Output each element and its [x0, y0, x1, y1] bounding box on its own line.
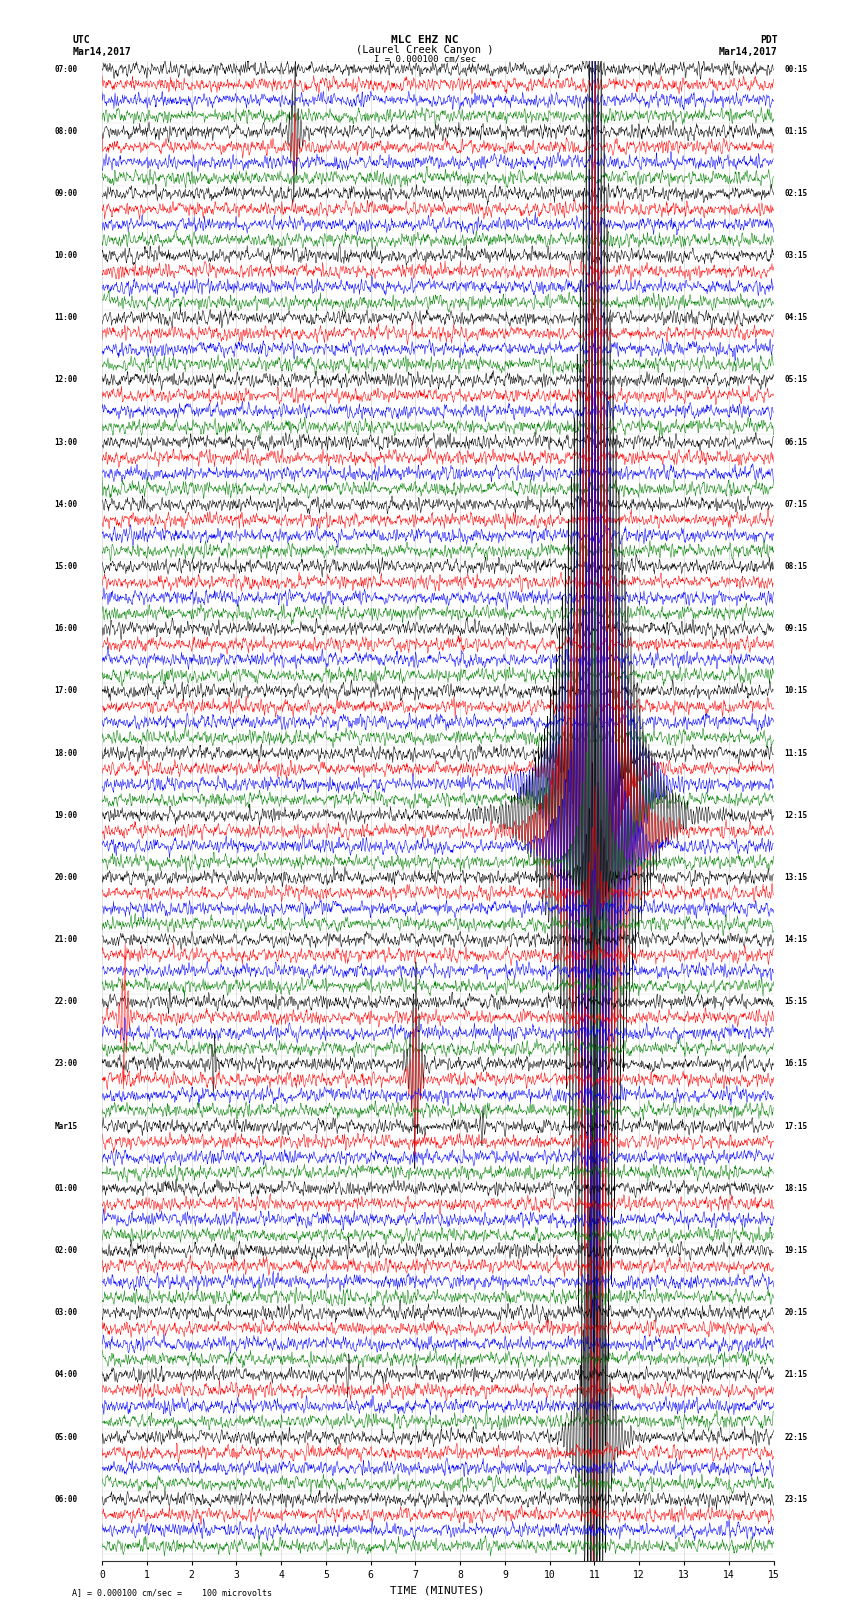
Text: 04:00: 04:00 [54, 1371, 77, 1379]
Text: 09:15: 09:15 [785, 624, 808, 634]
Text: 03:00: 03:00 [54, 1308, 77, 1318]
X-axis label: TIME (MINUTES): TIME (MINUTES) [390, 1586, 485, 1595]
Text: 06:00: 06:00 [54, 1495, 77, 1503]
Text: (Laurel Creek Canyon ): (Laurel Creek Canyon ) [356, 45, 494, 55]
Text: 17:00: 17:00 [54, 687, 77, 695]
Text: 10:00: 10:00 [54, 252, 77, 260]
Text: 07:15: 07:15 [785, 500, 808, 508]
Text: Mar15: Mar15 [54, 1121, 77, 1131]
Text: 12:00: 12:00 [54, 376, 77, 384]
Text: 14:15: 14:15 [785, 936, 808, 944]
Text: 20:15: 20:15 [785, 1308, 808, 1318]
Text: 06:15: 06:15 [785, 437, 808, 447]
Text: 18:00: 18:00 [54, 748, 77, 758]
Text: 09:00: 09:00 [54, 189, 77, 198]
Text: 21:15: 21:15 [785, 1371, 808, 1379]
Text: 20:00: 20:00 [54, 873, 77, 882]
Text: Mar14,2017: Mar14,2017 [719, 47, 778, 56]
Text: 23:15: 23:15 [785, 1495, 808, 1503]
Text: 08:00: 08:00 [54, 127, 77, 135]
Text: 02:15: 02:15 [785, 189, 808, 198]
Text: 19:00: 19:00 [54, 811, 77, 819]
Text: 23:00: 23:00 [54, 1060, 77, 1068]
Text: 19:15: 19:15 [785, 1245, 808, 1255]
Text: 00:15: 00:15 [785, 65, 808, 74]
Text: 10:15: 10:15 [785, 687, 808, 695]
Text: 05:15: 05:15 [785, 376, 808, 384]
Text: 15:00: 15:00 [54, 561, 77, 571]
Text: 01:15: 01:15 [785, 127, 808, 135]
Text: 15:15: 15:15 [785, 997, 808, 1007]
Text: 03:15: 03:15 [785, 252, 808, 260]
Text: MLC EHZ NC: MLC EHZ NC [391, 35, 459, 45]
Text: 11:00: 11:00 [54, 313, 77, 323]
Text: 17:15: 17:15 [785, 1121, 808, 1131]
Text: 22:00: 22:00 [54, 997, 77, 1007]
Text: UTC: UTC [72, 35, 90, 45]
Text: 22:15: 22:15 [785, 1432, 808, 1442]
Text: Mar14,2017: Mar14,2017 [72, 47, 131, 56]
Text: 07:00: 07:00 [54, 65, 77, 74]
Text: 18:15: 18:15 [785, 1184, 808, 1192]
Text: 11:15: 11:15 [785, 748, 808, 758]
Text: PDT: PDT [760, 35, 778, 45]
Text: 13:15: 13:15 [785, 873, 808, 882]
Text: 02:00: 02:00 [54, 1245, 77, 1255]
Text: 16:00: 16:00 [54, 624, 77, 634]
Text: 01:00: 01:00 [54, 1184, 77, 1192]
Text: 08:15: 08:15 [785, 561, 808, 571]
Text: 21:00: 21:00 [54, 936, 77, 944]
Text: 16:15: 16:15 [785, 1060, 808, 1068]
Text: A] = 0.000100 cm/sec =    100 microvolts: A] = 0.000100 cm/sec = 100 microvolts [72, 1587, 272, 1597]
Text: 04:15: 04:15 [785, 313, 808, 323]
Text: 05:00: 05:00 [54, 1432, 77, 1442]
Text: I = 0.000100 cm/sec: I = 0.000100 cm/sec [374, 55, 476, 65]
Text: 13:00: 13:00 [54, 437, 77, 447]
Text: 12:15: 12:15 [785, 811, 808, 819]
Text: 14:00: 14:00 [54, 500, 77, 508]
